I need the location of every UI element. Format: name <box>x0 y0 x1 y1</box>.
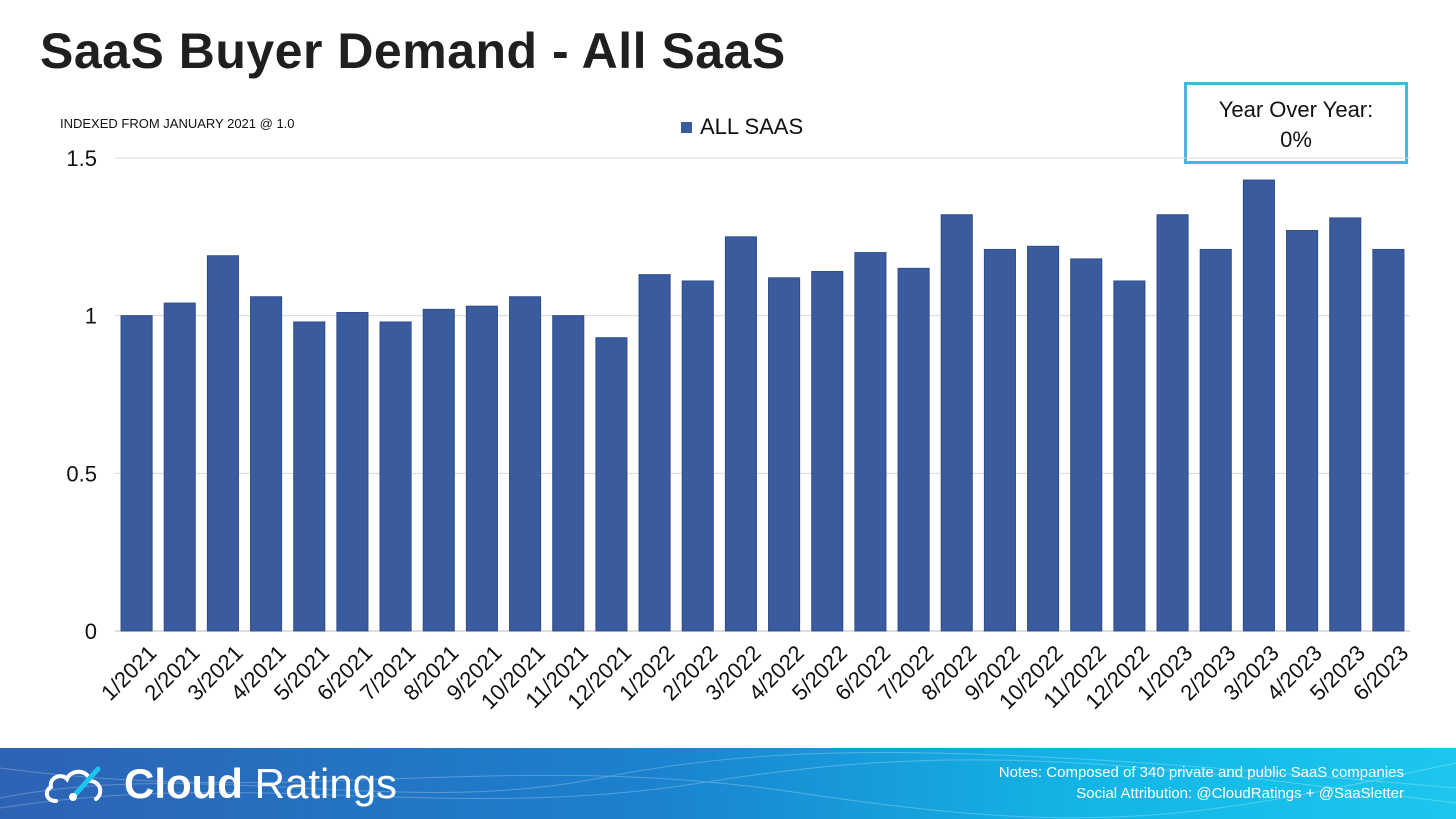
bar <box>1372 248 1405 632</box>
legend-label: ALL SAAS <box>700 114 804 139</box>
yoy-callout: Year Over Year: 0% <box>1184 82 1408 164</box>
bar <box>897 267 930 632</box>
bar <box>638 274 671 632</box>
bar <box>465 305 498 632</box>
cloud-gauge-icon <box>44 766 103 803</box>
legend-swatch <box>681 121 692 133</box>
chart-subtitle: INDEXED FROM JANUARY 2021 @ 1.0 <box>60 116 295 131</box>
page-title: SaaS Buyer Demand - All SaaS <box>40 23 786 79</box>
yoy-value: 0% <box>1280 127 1312 152</box>
bar <box>940 214 973 632</box>
brand-name-bold: Cloud <box>124 760 243 807</box>
bar <box>552 315 585 632</box>
bar <box>1286 230 1319 632</box>
bar <box>163 302 196 632</box>
bar <box>595 337 628 632</box>
footer-notes: Notes: Composed of 340 private and publi… <box>999 762 1404 804</box>
bar <box>1113 280 1146 632</box>
attribution-text: Social Attribution: @CloudRatings + @Saa… <box>1076 785 1404 802</box>
bar <box>1027 245 1060 632</box>
bar <box>768 277 801 632</box>
bar <box>854 252 887 632</box>
bar <box>1329 217 1362 632</box>
notes-text: Notes: Composed of 340 private and publi… <box>998 764 1404 781</box>
footer-decoration <box>0 752 1456 819</box>
bar <box>422 308 455 632</box>
y-tick-label: 0.5 <box>66 461 97 486</box>
brand-name-light: Ratings <box>254 760 398 807</box>
bar <box>1242 179 1275 632</box>
bar <box>293 321 326 632</box>
bar <box>983 248 1016 632</box>
bar <box>811 271 844 632</box>
bar <box>250 296 283 632</box>
y-tick-label: 1 <box>85 304 97 329</box>
bar <box>1199 248 1232 632</box>
bar <box>379 321 412 632</box>
y-tick-label: 0 <box>85 619 97 644</box>
y-tick-label: 1.5 <box>66 146 97 171</box>
brand-name: Cloud Ratings <box>124 760 397 808</box>
yoy-label: Year Over Year: <box>1218 97 1374 122</box>
chart-legend: ALL SAAS <box>681 114 803 140</box>
footer-banner: Cloud Ratings Notes: Composed of 340 pri… <box>0 748 1456 819</box>
bar <box>681 280 714 632</box>
bar <box>1156 214 1189 632</box>
bar <box>724 236 757 632</box>
bar <box>336 312 369 632</box>
bar <box>206 255 239 632</box>
cloud-ratings-logo: Cloud Ratings <box>40 760 397 808</box>
bar <box>120 315 153 632</box>
bar <box>1070 258 1103 632</box>
bar <box>509 296 542 632</box>
bar-chart: 00.511.51/20212/20213/20214/20215/20216/… <box>66 146 1413 714</box>
